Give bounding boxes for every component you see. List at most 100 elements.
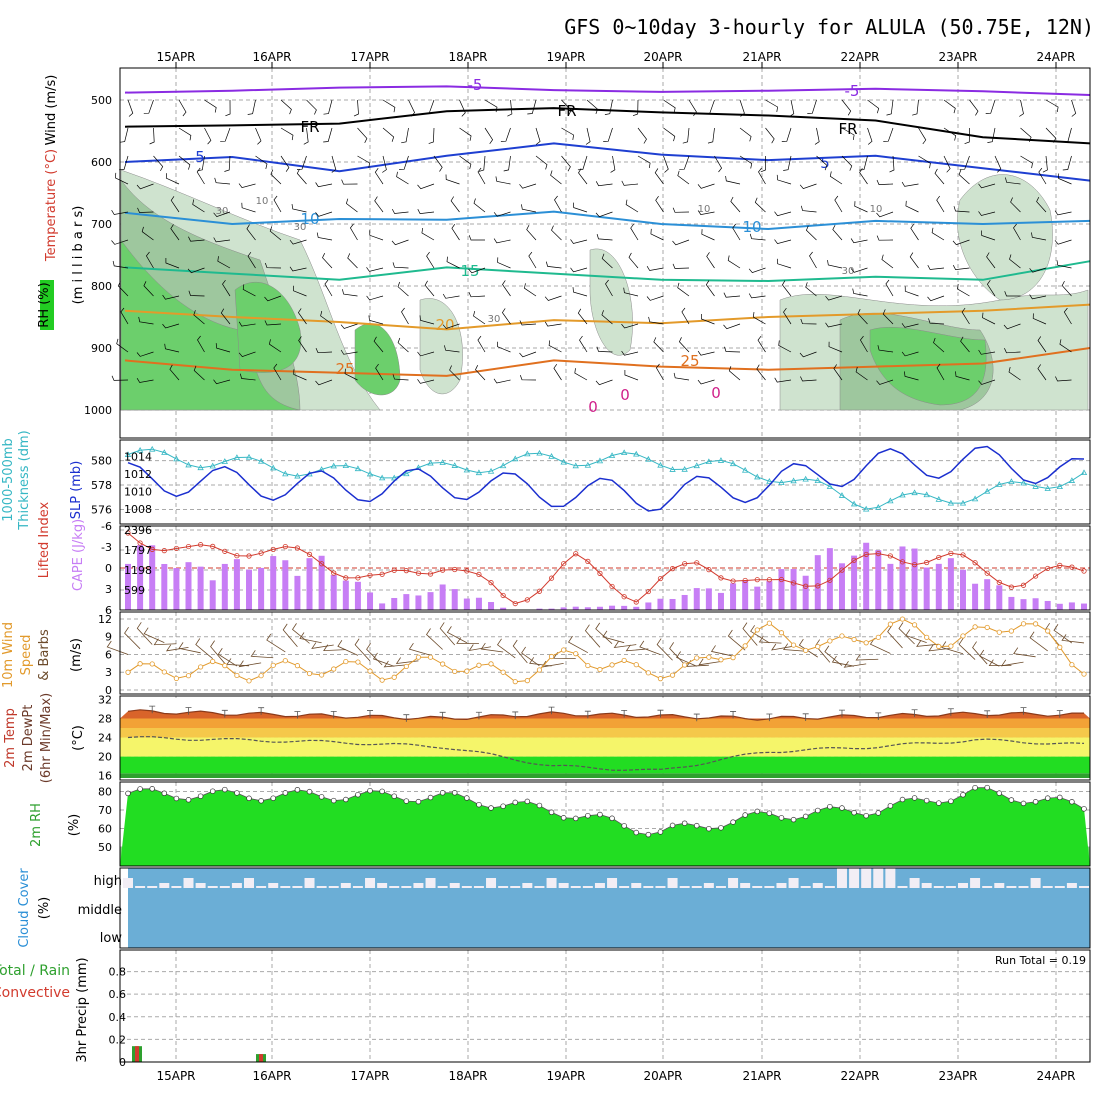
wind10m-point	[343, 658, 349, 665]
temp-ylabel-3: (6hr Min/Max)	[39, 693, 54, 783]
thickness-point	[838, 492, 846, 498]
rh-point	[415, 798, 422, 805]
wind10m-point	[488, 661, 494, 667]
cape-tick-label: 1797	[124, 544, 152, 557]
wind10m-point	[706, 654, 712, 660]
precip-ylabel-2: Convective	[0, 985, 70, 1001]
wind-barb	[178, 127, 192, 141]
temp-tick-label: 32	[98, 693, 112, 706]
wind-barb	[345, 198, 358, 213]
wind10m-barb	[928, 644, 951, 652]
wind-barb	[850, 238, 868, 244]
date-label-bottom: 24APR	[1036, 1069, 1075, 1083]
wind-barb	[570, 267, 588, 273]
cloud-high-bar	[377, 883, 388, 888]
wind10m-point	[621, 657, 627, 664]
wind-barb	[774, 377, 792, 383]
lifted-point	[585, 558, 591, 564]
lifted-point	[803, 583, 809, 589]
thickness-point	[463, 466, 471, 473]
temp-band	[120, 737, 1090, 757]
rh-point	[839, 805, 845, 811]
wind-barb	[426, 251, 435, 269]
wind10m-point	[609, 662, 615, 668]
lifted-point	[294, 545, 301, 551]
wind10m-point	[766, 620, 772, 626]
slp-tick-label: 1010	[124, 486, 152, 499]
wind-barb	[442, 293, 460, 299]
wind10m-barb	[372, 652, 395, 667]
wind-barb	[595, 379, 613, 386]
wind10m-barb	[595, 622, 613, 644]
wind-barb	[858, 155, 868, 171]
wind-barb	[672, 263, 690, 269]
temp-band	[120, 773, 1090, 778]
wind-barb	[442, 323, 460, 329]
wind-barb	[497, 341, 511, 353]
wind-barb	[493, 211, 511, 217]
thickness-point	[790, 477, 797, 484]
wind-barb	[943, 127, 957, 141]
wind10m-barb	[143, 627, 165, 644]
rh-point	[343, 796, 349, 803]
contour-label: -5	[468, 76, 483, 94]
thickness-point	[693, 462, 700, 469]
rh-point	[294, 787, 301, 793]
thickness-slp-panel	[124, 445, 1088, 512]
lifted-point	[427, 571, 434, 577]
wind10m-point	[161, 669, 167, 675]
wind-barb	[800, 318, 817, 325]
temp-errorbar	[984, 710, 991, 718]
wind-barb	[382, 155, 387, 173]
upper-tick-label: 600	[91, 156, 112, 169]
wind-barb	[495, 176, 511, 185]
wind-barb	[604, 99, 613, 115]
wind-barb	[1029, 294, 1047, 300]
lifted-point	[331, 570, 337, 576]
cloud-high-bar	[1054, 886, 1065, 888]
cape-bar	[463, 598, 470, 610]
contour-label: 30	[294, 222, 307, 233]
contour-label: 20	[435, 316, 454, 334]
lifted-point	[343, 575, 349, 581]
lifted-point	[1069, 564, 1075, 570]
rh-point	[597, 811, 603, 818]
rh-point	[742, 812, 748, 818]
cape-bar	[959, 569, 966, 610]
cape-bar	[572, 606, 579, 610]
wind10m-point	[440, 661, 446, 667]
rh-point	[367, 787, 373, 794]
wind-barb	[955, 371, 970, 381]
wind-barb	[969, 99, 979, 116]
wind10m-point	[899, 616, 906, 622]
temp-errorbar	[766, 713, 773, 722]
cloud-high-bar	[849, 868, 860, 888]
wind-barb	[340, 349, 358, 355]
wind-barb	[320, 310, 333, 325]
wind-barb	[774, 211, 792, 217]
wind10m-point	[427, 654, 434, 660]
rh-point	[476, 801, 482, 808]
rh-point	[851, 809, 857, 816]
wind-barb	[143, 99, 154, 114]
lifted-point	[573, 551, 579, 557]
wind10m-point	[294, 663, 301, 669]
rh-point	[222, 786, 228, 793]
wind-barb	[446, 256, 460, 269]
wind-barb	[165, 173, 180, 185]
cape-bar	[282, 560, 289, 610]
wind-barb	[1004, 291, 1021, 297]
wind-barb	[396, 171, 409, 185]
wind-barb	[373, 336, 384, 353]
wind10m-barb	[426, 628, 443, 650]
wind-barb	[723, 292, 741, 298]
wind-barb	[255, 155, 268, 169]
wind-barb	[188, 290, 205, 297]
wind-barb	[1009, 254, 1021, 269]
lifted-point	[911, 562, 918, 568]
wind-barb	[952, 239, 970, 246]
wind10m-barb	[798, 638, 818, 658]
wind-ylabel-3: & Barbs	[37, 629, 52, 681]
wind-barb	[577, 155, 588, 171]
wind-barb	[459, 127, 472, 141]
